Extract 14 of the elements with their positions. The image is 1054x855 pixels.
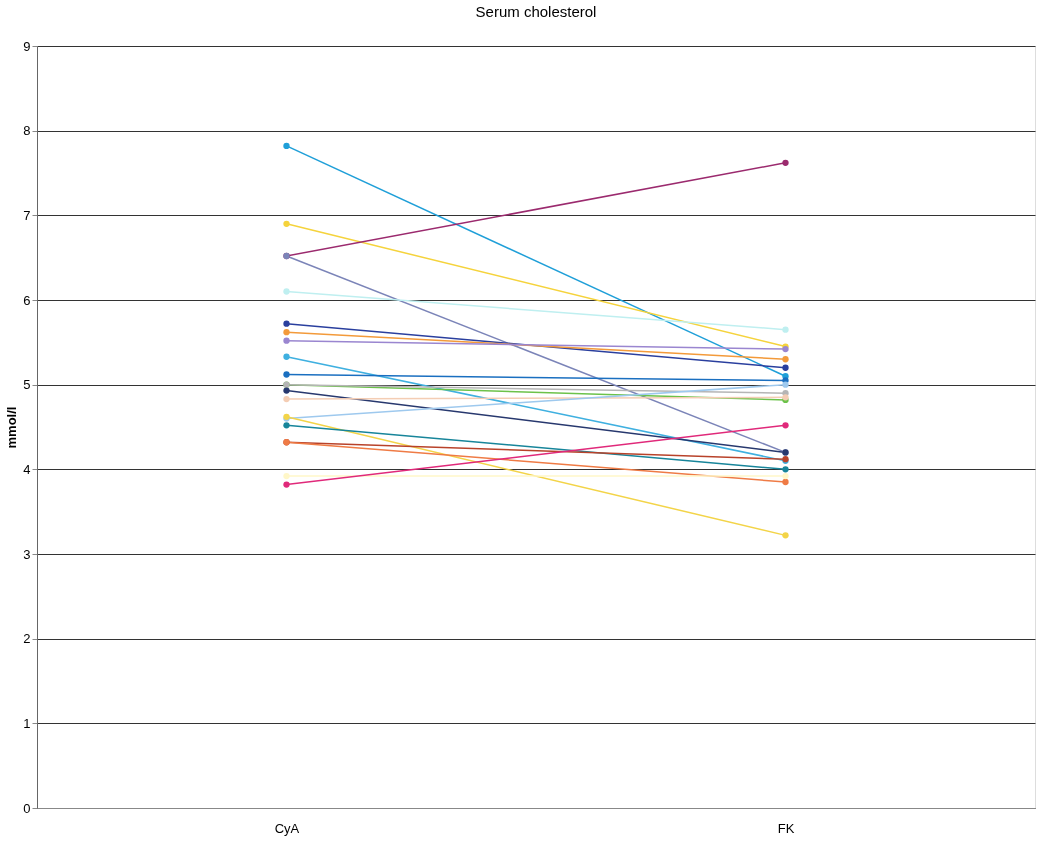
chart-title: Serum cholesterol	[475, 3, 597, 20]
y-tick-label: 1	[23, 715, 31, 731]
y-axis-title: mmol/l	[4, 406, 20, 449]
y-tick-label: 3	[23, 546, 31, 562]
y-tick-label: 7	[23, 207, 31, 223]
y-tick-label: 9	[23, 38, 31, 54]
y-tick-label: 2	[23, 631, 31, 647]
y-tick-label: 8	[23, 123, 31, 139]
x-tick-label: CyA	[274, 820, 300, 836]
x-tick-label: FK	[777, 820, 795, 836]
y-tick-label: 6	[23, 292, 31, 308]
y-tick-label: 5	[23, 377, 31, 393]
y-tick-label: 4	[23, 461, 31, 477]
y-tick-label: 0	[23, 800, 31, 816]
